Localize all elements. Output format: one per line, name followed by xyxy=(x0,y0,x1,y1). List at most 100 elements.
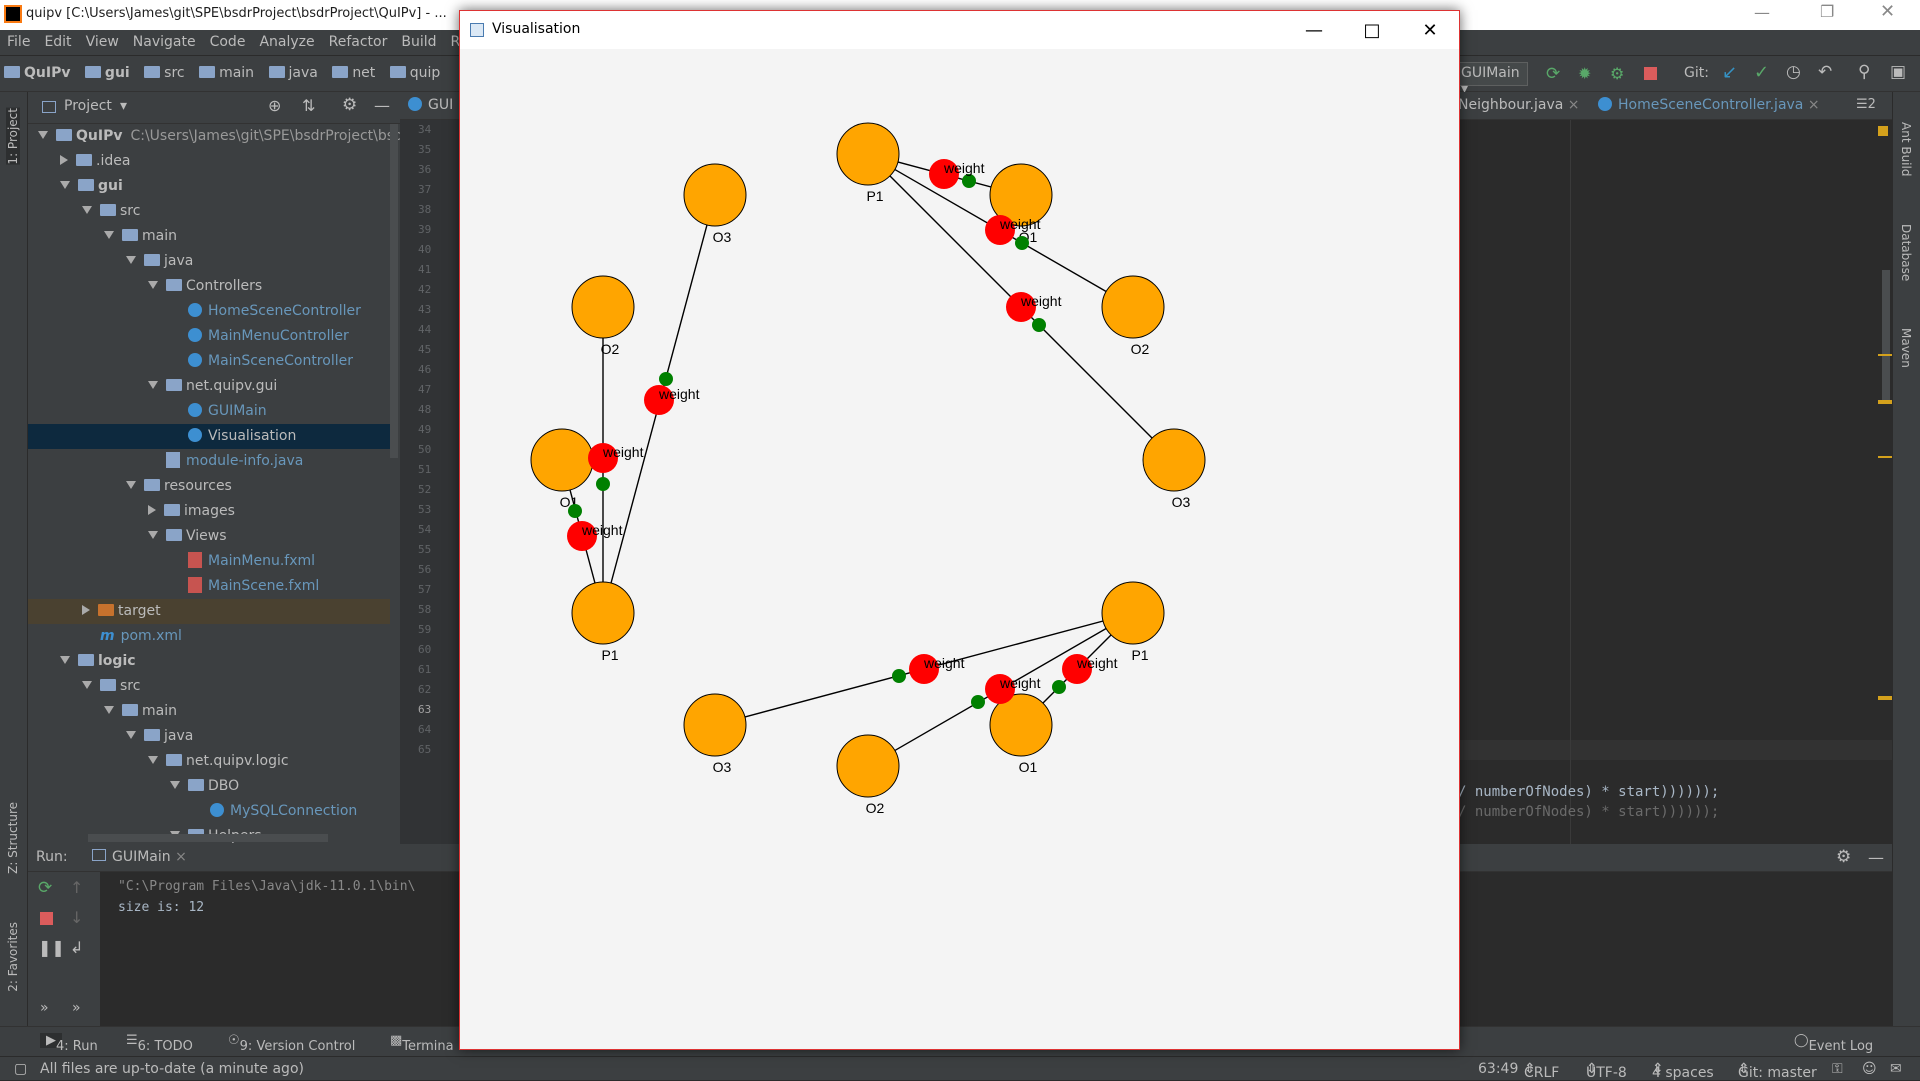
graph-node[interactable] xyxy=(572,276,634,338)
tree-item[interactable]: module-info.java xyxy=(28,449,390,474)
graph-canvas[interactable]: O3O2O1P1weightweightweightP1O1O2O3weight… xyxy=(460,49,1459,1049)
git-commit-icon[interactable]: ✓ xyxy=(1754,62,1769,83)
tree-item[interactable]: MainMenuController xyxy=(28,324,390,349)
revert-icon[interactable]: ↶ xyxy=(1818,62,1832,82)
tool-tab-terminal[interactable]: ▩ Termina xyxy=(390,1033,402,1048)
favorites-tool-tab[interactable]: 2: Favorites xyxy=(6,922,20,992)
graph-node[interactable] xyxy=(531,429,593,491)
gear-icon[interactable]: ⚙ xyxy=(1836,847,1851,867)
expanded-arrow-icon[interactable] xyxy=(148,281,158,289)
up-arrow-icon[interactable]: ↑ xyxy=(70,878,83,897)
line-separator[interactable]: CRLF ⇕ xyxy=(1524,1061,1536,1077)
tree-item[interactable]: MySQLConnection xyxy=(28,799,390,824)
graph-node[interactable] xyxy=(837,123,899,185)
ant-build-tool-tab[interactable]: Ant Build xyxy=(1899,122,1913,176)
project-structure-icon[interactable]: ▣ xyxy=(1890,62,1906,82)
collapse-icon[interactable]: ⇅ xyxy=(302,96,315,115)
chevron-down-icon[interactable]: ▾ xyxy=(120,98,127,114)
tab-list-icon[interactable]: ☰2 xyxy=(1856,97,1876,112)
expanded-arrow-icon[interactable] xyxy=(104,706,114,714)
graph-node[interactable] xyxy=(684,694,746,756)
lock-icon[interactable]: ⚿ xyxy=(1832,1061,1843,1077)
menu-refactor[interactable]: Refactor xyxy=(322,30,395,54)
expanded-arrow-icon[interactable] xyxy=(60,181,70,189)
expanded-arrow-icon[interactable] xyxy=(148,756,158,764)
pause-icon[interactable]: ❚❚ xyxy=(38,938,65,957)
more-icon[interactable]: » xyxy=(72,1000,81,1016)
tree-item[interactable]: net.quipv.logic xyxy=(28,749,390,774)
tree-item[interactable]: MainSceneController xyxy=(28,349,390,374)
rerun-icon[interactable]: ⟳ xyxy=(1546,64,1560,84)
more-icon[interactable]: » xyxy=(40,1000,49,1016)
breadcrumb-gui[interactable]: gui xyxy=(81,56,136,81)
ide-restore-button[interactable]: ❐ xyxy=(1820,2,1834,21)
collapsed-arrow-icon[interactable] xyxy=(82,605,90,615)
tree-scrollbar[interactable] xyxy=(390,124,398,458)
git-branch[interactable]: Git: master ⇕ xyxy=(1738,1061,1750,1077)
tree-item[interactable]: logic xyxy=(28,649,390,674)
status-layout-icon[interactable]: ▢ xyxy=(14,1061,27,1077)
expanded-arrow-icon[interactable] xyxy=(38,131,48,139)
ide-minimize-button[interactable]: — xyxy=(1754,3,1770,22)
run-config-select[interactable]: GUIMain ▾ xyxy=(1456,62,1528,86)
tree-item[interactable]: GUIMain xyxy=(28,399,390,424)
tree-item[interactable]: gui xyxy=(28,174,390,199)
graph-node[interactable] xyxy=(1143,429,1205,491)
expanded-arrow-icon[interactable] xyxy=(82,206,92,214)
locate-icon[interactable]: ⊕ xyxy=(268,96,281,115)
tree-item[interactable]: main xyxy=(28,699,390,724)
breadcrumb-main[interactable]: main xyxy=(195,56,260,81)
menu-build[interactable]: Build xyxy=(394,30,443,54)
collapsed-arrow-icon[interactable] xyxy=(148,505,156,515)
breadcrumb-project[interactable]: QuIPv xyxy=(0,56,76,81)
notifications-icon[interactable]: ✉ xyxy=(1890,1061,1902,1077)
minimize-button[interactable]: — xyxy=(1285,11,1343,49)
search-icon[interactable]: ⚲ xyxy=(1858,62,1870,82)
ide-close-button[interactable]: ✕ xyxy=(1880,1,1895,22)
menu-analyze[interactable]: Analyze xyxy=(252,30,321,54)
tab-homescenecontroller[interactable]: HomeSceneController.java × xyxy=(1598,97,1820,113)
file-encoding[interactable]: UTF-8 ⇕ xyxy=(1586,1061,1598,1077)
menu-file[interactable]: File xyxy=(0,30,37,54)
editor-scrollbar[interactable] xyxy=(1882,270,1890,400)
menu-edit[interactable]: Edit xyxy=(37,30,78,54)
menu-view[interactable]: View xyxy=(79,30,126,54)
breadcrumb-src[interactable]: src xyxy=(140,56,190,81)
breadcrumb-java[interactable]: java xyxy=(265,56,324,81)
hide-icon[interactable]: — xyxy=(374,96,390,115)
tree-item[interactable]: resources xyxy=(28,474,390,499)
tree-item[interactable]: src xyxy=(28,199,390,224)
tree-item[interactable]: Controllers xyxy=(28,274,390,299)
soft-wrap-icon[interactable]: ↲ xyxy=(70,938,83,957)
expanded-arrow-icon[interactable] xyxy=(126,731,136,739)
tree-item[interactable]: HomeSceneController xyxy=(28,299,390,324)
gear-icon[interactable]: ⚙ xyxy=(342,95,357,115)
tree-item[interactable]: MainScene.fxml xyxy=(28,574,390,599)
close-icon[interactable]: × xyxy=(175,849,187,865)
expanded-arrow-icon[interactable] xyxy=(60,656,70,664)
close-button[interactable]: ✕ xyxy=(1401,11,1459,49)
tree-item[interactable]: QuIPv C:\Users\James\git\SPE\bsdrProject\… xyxy=(28,124,390,149)
menu-navigate[interactable]: Navigate xyxy=(126,30,203,54)
expanded-arrow-icon[interactable] xyxy=(148,381,158,389)
graph-node[interactable] xyxy=(572,582,634,644)
tree-item[interactable]: main xyxy=(28,224,390,249)
rerun-icon[interactable]: ⟳ xyxy=(38,878,52,898)
inspector-icon[interactable]: ☺ xyxy=(1862,1061,1877,1077)
git-update-icon[interactable]: ↙ xyxy=(1722,62,1737,83)
tool-tab-todo[interactable]: ☰ 6: TODO xyxy=(126,1033,138,1048)
indent-setting[interactable]: 4 spaces ⇕ xyxy=(1652,1061,1664,1077)
graph-node[interactable] xyxy=(684,164,746,226)
structure-tool-tab[interactable]: Z: Structure xyxy=(6,802,20,874)
tool-tab-version-control[interactable]: ☉ 9: Version Control xyxy=(228,1033,240,1048)
tab-gui[interactable]: GUI xyxy=(408,97,453,113)
tree-item[interactable]: src xyxy=(28,674,390,699)
expanded-arrow-icon[interactable] xyxy=(170,781,180,789)
graph-node[interactable] xyxy=(1102,276,1164,338)
caret-position[interactable]: 63:49 xyxy=(1478,1061,1518,1077)
tree-item[interactable]: Visualisation xyxy=(28,424,390,449)
history-icon[interactable]: ◷ xyxy=(1786,62,1801,82)
stop-icon[interactable] xyxy=(1644,67,1657,80)
tab-neighbour[interactable]: Neighbour.java × xyxy=(1458,97,1580,113)
expanded-arrow-icon[interactable] xyxy=(126,256,136,264)
